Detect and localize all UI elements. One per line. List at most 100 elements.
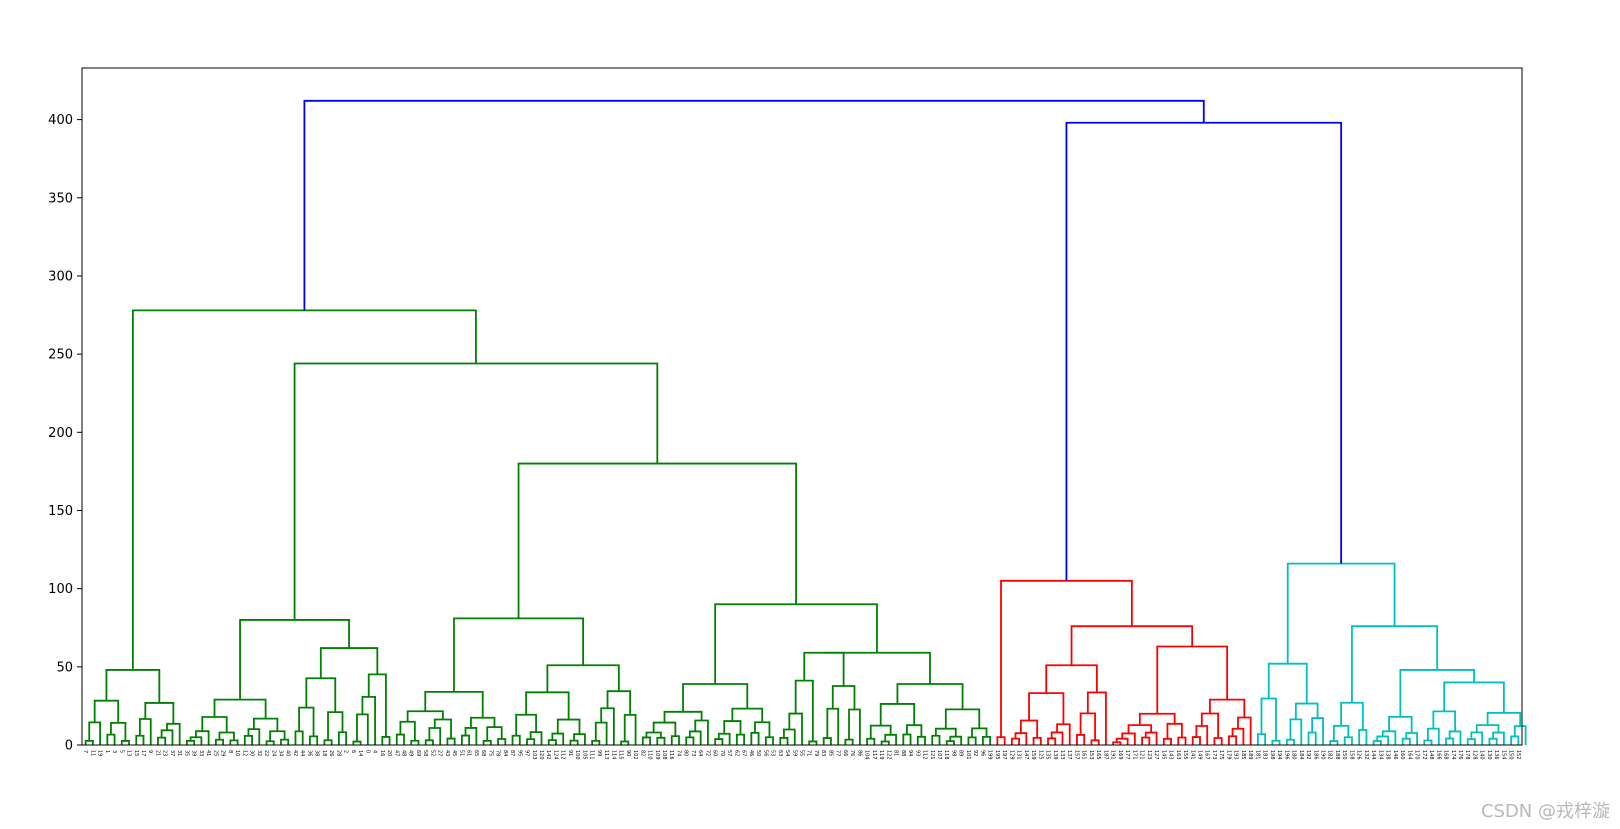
- dendrogram-link: [525, 691, 570, 720]
- watermark-text: CSDN @戎梓漩: [1480, 801, 1610, 822]
- leaf-label: 165: [1095, 750, 1101, 760]
- dendrogram-link: [1486, 711, 1522, 727]
- dendrogram-link: [424, 690, 484, 718]
- leaf-label: 161: [1081, 750, 1087, 760]
- leaf-label: 31: [176, 750, 182, 756]
- leaf-label: 97: [524, 750, 530, 756]
- dendrogram-link: [551, 732, 565, 745]
- dendrogram-link: [526, 738, 536, 745]
- leaf-label: 109: [654, 750, 660, 760]
- leaf-label: 170: [1414, 750, 1420, 760]
- leaf-label: 157: [1073, 750, 1079, 760]
- dendrogram-link: [944, 708, 981, 729]
- leaf-label: 78: [495, 750, 501, 756]
- leaf-label: 35: [183, 750, 189, 756]
- dendrogram-link: [1294, 702, 1319, 720]
- leaf-label: 8: [227, 750, 233, 753]
- dendrogram-link: [723, 720, 742, 735]
- dendrogram-link: [1213, 737, 1223, 745]
- dendrogram-link: [656, 736, 666, 745]
- dendrogram-link: [497, 738, 507, 745]
- dendrogram-link: [1050, 731, 1064, 745]
- leaf-label: 64: [697, 750, 703, 756]
- dendrogram-link: [305, 677, 337, 713]
- dendrogram-link: [461, 734, 471, 745]
- dendrogram-link: [1311, 717, 1324, 745]
- dendrogram-link: [569, 739, 579, 745]
- dendrogram-link: [996, 736, 1006, 745]
- dendrogram-link: [352, 740, 362, 745]
- y-tick-label: 150: [48, 504, 73, 519]
- dendrogram-link: [1237, 716, 1252, 745]
- leaf-label: 28: [335, 750, 341, 756]
- dendrogram-link: [645, 731, 662, 738]
- dendrogram-link: [1045, 664, 1098, 694]
- dendrogram-link: [600, 707, 615, 745]
- dendrogram-link: [470, 716, 496, 728]
- leaf-label: 134: [1377, 750, 1383, 760]
- leaf-label: 88: [900, 750, 906, 756]
- dendrogram-link: [1376, 735, 1390, 745]
- leaf-label: 82: [639, 750, 645, 756]
- dendrogram-link: [1492, 731, 1505, 745]
- leaf-label: 198: [1269, 750, 1275, 760]
- leaf-label: 60: [712, 750, 718, 756]
- dendrogram-link: [195, 730, 210, 745]
- dendrogram-link: [1162, 737, 1172, 745]
- leaf-label: 99: [596, 750, 602, 756]
- leaf-label: 138: [1385, 750, 1391, 760]
- dendrogram-link: [428, 727, 442, 745]
- leaf-label: 7: [82, 750, 88, 753]
- leaf-label: 145: [1160, 750, 1166, 760]
- dendrogram-link: [1195, 725, 1209, 745]
- leaf-label: 12: [241, 750, 247, 756]
- leaf-label: 147: [1023, 750, 1029, 760]
- leaf-label: 132: [1363, 750, 1369, 760]
- leaf-label: 51: [458, 750, 464, 756]
- leaf-label: 25: [212, 750, 218, 756]
- leaf-label: 2: [343, 750, 349, 753]
- dendrogram-link: [406, 710, 444, 722]
- leaf-label: 10: [234, 750, 240, 756]
- dendrogram-link: [880, 740, 890, 745]
- leaf-label: 146: [1392, 750, 1398, 760]
- leaf-label: 197: [1001, 750, 1007, 760]
- leaf-label: 116: [668, 750, 674, 760]
- leaf-label: 85: [827, 750, 833, 756]
- y-tick-label: 250: [48, 348, 73, 363]
- leaf-label: 79: [813, 750, 819, 756]
- leaf-label: 90: [625, 750, 631, 756]
- plot-frame: [81, 67, 1523, 746]
- dendrogram-link: [361, 695, 376, 745]
- dendrogram-link: [682, 683, 749, 712]
- dendrogram-link: [337, 731, 348, 745]
- leaf-label: 108: [661, 750, 667, 760]
- leaf-label: 111: [589, 750, 595, 760]
- leaf-label: 129: [1008, 750, 1014, 760]
- dendrogram-link: [945, 740, 955, 745]
- leaf-label: 112: [560, 750, 566, 760]
- leaf-label: 152: [1515, 750, 1521, 760]
- x-axis-leaf-labels: 7 11 19 1 3 5 13 15 17 9 21 23 37 31 35 39 33 41 25 29 8 10 12…: [82, 750, 1521, 760]
- dendrogram-link: [482, 739, 492, 745]
- leaf-label: 130: [1486, 750, 1492, 760]
- dendrogram-links: [84, 99, 1527, 745]
- leaf-label: 83: [820, 750, 826, 756]
- dendrogram-link: [1127, 724, 1153, 734]
- leaf-label: 174: [1450, 750, 1456, 760]
- leaf-label: 158: [1348, 750, 1354, 760]
- leaf-label: 47: [393, 750, 399, 756]
- leaf-label: 184: [1298, 750, 1304, 760]
- dendrogram-link: [1286, 562, 1396, 664]
- leaf-label: 113: [603, 750, 609, 760]
- leaf-label: 26: [328, 750, 334, 756]
- dendrogram-link: [1332, 724, 1350, 742]
- dendrogram-link: [294, 730, 304, 745]
- leaf-label: 173: [1211, 750, 1217, 760]
- dendrogram-link: [670, 735, 680, 745]
- leaf-label: 118: [943, 750, 949, 760]
- leaf-label: 36: [306, 750, 312, 756]
- dendrogram-link: [1086, 691, 1107, 745]
- leaf-label: 180: [1291, 750, 1297, 760]
